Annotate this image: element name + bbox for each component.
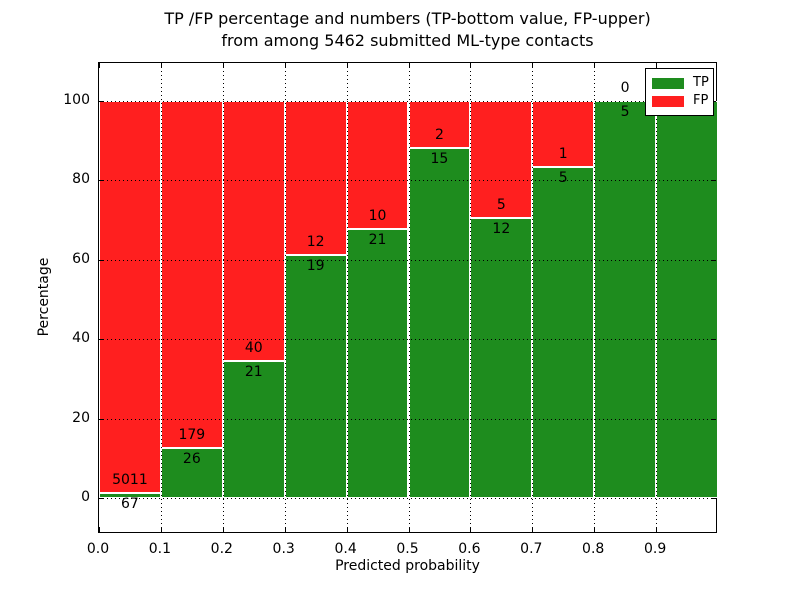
legend-row-fp: FP [652, 92, 709, 110]
tp-bar [99, 492, 161, 499]
x-tick-label: 0.3 [272, 541, 295, 557]
y-axis-label: Percentage [36, 257, 52, 337]
tp-swatch-icon [652, 77, 684, 89]
x-gridline [160, 63, 162, 532]
x-gridline [346, 63, 348, 532]
legend: TP FP [645, 68, 714, 116]
y-gridline [99, 100, 716, 102]
tp-bar [470, 217, 533, 499]
fp-count-label: 5 [496, 196, 506, 213]
fp-count-label: 40 [244, 340, 263, 357]
fp-count-label: 1 [558, 146, 568, 162]
x-tick-label: 0.6 [458, 541, 481, 557]
x-tick-label: 0.0 [86, 541, 110, 557]
fp-bar [284, 100, 347, 255]
y-tick-label: 20 [72, 409, 90, 426]
y-tick-label: 100 [63, 91, 90, 108]
chart-title-line2: from among 5462 submitted ML-type contac… [221, 31, 594, 50]
tp-bar [656, 100, 718, 499]
tp-count-label: 5 [620, 103, 630, 120]
x-tick-label: 0.7 [520, 541, 543, 557]
x-gridline [408, 63, 410, 532]
fp-count-label: 2 [434, 126, 444, 143]
x-tick [99, 527, 100, 532]
x-gridline [656, 63, 658, 532]
y-gridline [99, 498, 716, 500]
tp-bar [160, 447, 223, 499]
tp-bar [594, 100, 657, 499]
x-gridline [284, 63, 286, 532]
tp-bar [284, 254, 347, 499]
x-tick-label: 0.2 [210, 541, 233, 557]
y-gridline [99, 259, 716, 261]
x-tick-label: 0.9 [643, 541, 667, 557]
tp-bar [532, 167, 595, 499]
y-gridline [99, 339, 716, 341]
fp-swatch-icon [652, 95, 684, 107]
fp-count-label: 10 [368, 207, 387, 224]
y-tick-label: 60 [72, 250, 90, 267]
tp-count-label: 21 [368, 231, 387, 248]
x-tick-label: 0.8 [582, 541, 605, 557]
legend-label-fp: FP [693, 93, 709, 108]
x-gridline [594, 63, 596, 532]
fp-count-label: 0 [620, 79, 630, 96]
y-gridline [99, 180, 716, 182]
y-tick-label: 40 [72, 330, 90, 347]
x-tick-label: 0.5 [396, 541, 419, 557]
fp-bar [160, 100, 223, 448]
tp-count-label: 26 [182, 450, 201, 467]
fp-bar [99, 100, 161, 493]
x-tick [99, 63, 100, 68]
x-tick-label: 0.4 [334, 541, 357, 557]
tp-count-label: 67 [121, 495, 139, 512]
plot-area: 501167179264021121910212155121505011 [98, 62, 718, 533]
tp-count-label: 21 [244, 364, 263, 381]
fp-count-label: 12 [306, 233, 325, 250]
fp-bar [222, 100, 285, 362]
fp-count-label: 5011 [112, 471, 148, 488]
chart-title-line1: TP /FP percentage and numbers (TP-bottom… [164, 9, 651, 28]
tp-count-label: 5 [558, 170, 568, 186]
tp-bar [408, 147, 471, 499]
x-gridline [532, 63, 534, 532]
chart-title: TP /FP percentage and numbers (TP-bottom… [98, 8, 717, 52]
x-gridline [222, 63, 224, 532]
legend-row-tp: TP [652, 74, 709, 92]
y-tick-label: 80 [72, 171, 90, 188]
x-axis-label: Predicted probability [335, 558, 480, 574]
x-gridline [470, 63, 472, 532]
y-tick-label: 0 [81, 489, 90, 506]
tp-bar [222, 361, 285, 499]
tp-count-label: 19 [306, 257, 325, 274]
tp-count-label: 12 [492, 220, 511, 237]
fp-count-label: 179 [178, 426, 206, 443]
tp-count-label: 15 [430, 150, 449, 167]
x-tick-label: 0.1 [148, 541, 172, 557]
y-gridline [99, 418, 716, 420]
fp-bar [532, 100, 595, 167]
legend-label-tp: TP [693, 75, 709, 90]
tp-bar [346, 228, 409, 499]
